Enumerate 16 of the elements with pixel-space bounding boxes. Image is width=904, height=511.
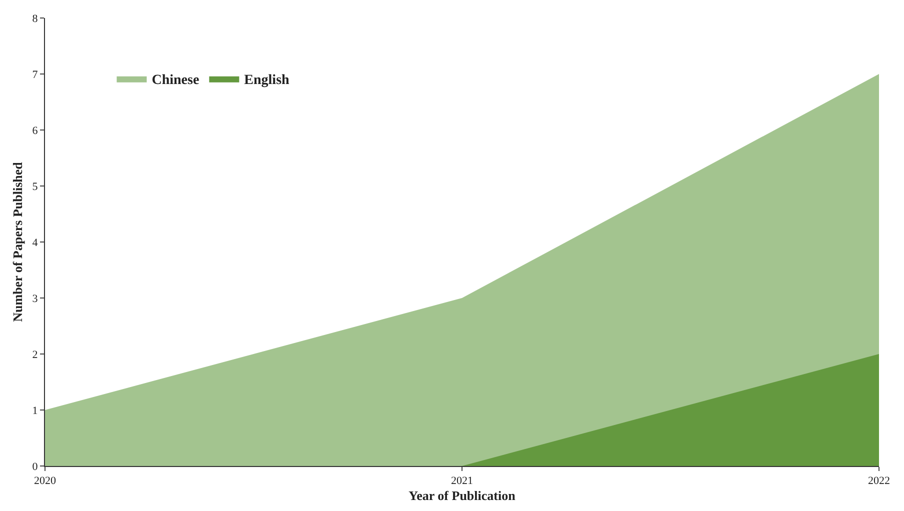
- y-tick-label: 8: [32, 12, 38, 25]
- y-tick-label: 3: [32, 292, 38, 305]
- y-tick-label: 1: [32, 404, 38, 417]
- y-axis-title: Number of Papers Published: [10, 161, 26, 322]
- legend-label: Chinese: [152, 72, 200, 88]
- y-tick-label: 2: [32, 348, 38, 361]
- y-tick-label: 7: [32, 68, 38, 81]
- y-tick-label: 6: [32, 124, 38, 137]
- y-tick-label: 5: [32, 180, 38, 193]
- y-tick-label: 0: [32, 460, 38, 473]
- x-axis-title: Year of Publication: [408, 488, 516, 503]
- legend-label: English: [244, 72, 290, 88]
- y-tick-label: 4: [32, 236, 38, 249]
- x-tick-label: 2021: [451, 475, 473, 488]
- x-tick-label: 2022: [868, 475, 890, 488]
- x-tick-label: 2020: [34, 475, 56, 488]
